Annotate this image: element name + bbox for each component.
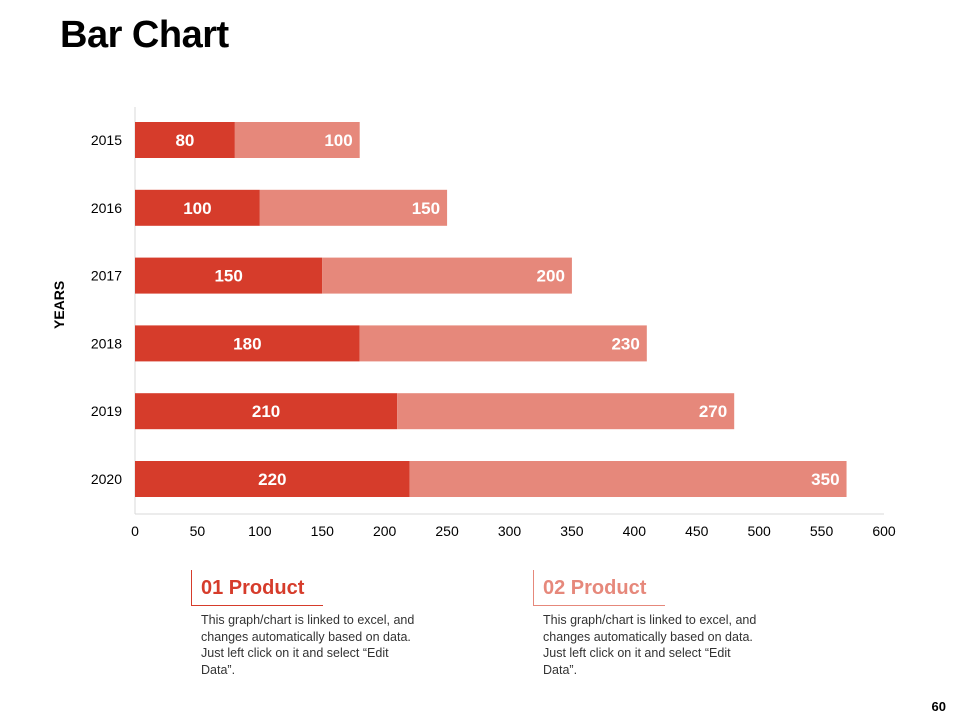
data-label-product-1: 210 <box>252 402 280 421</box>
legend-product-1-heading: 01 Product <box>191 570 431 606</box>
data-label-product-1: 150 <box>214 267 242 286</box>
x-tick-label: 0 <box>131 523 139 539</box>
data-label-product-1: 180 <box>233 334 261 353</box>
x-tick-label: 50 <box>190 523 206 539</box>
y-category-label: 2019 <box>91 403 122 419</box>
data-label-product-1: 80 <box>175 131 194 150</box>
x-tick-label: 150 <box>311 523 335 539</box>
y-category-label: 2020 <box>91 471 122 487</box>
bar-chart: 0 50 100 150 200 250 300 350 400 450 500 550 600 2015… <box>91 107 896 539</box>
x-tick-label: 350 <box>560 523 584 539</box>
page-number: 60 <box>931 699 946 714</box>
x-tick-label: 400 <box>623 523 647 539</box>
y-category-label: 2018 <box>91 335 122 351</box>
bar-product-1 <box>135 122 235 158</box>
data-label-product-1: 100 <box>183 199 211 218</box>
bar-product-1 <box>135 257 323 294</box>
bar-product-2 <box>397 393 735 430</box>
bar-product-1 <box>135 189 260 226</box>
x-tick-label: 250 <box>435 523 459 539</box>
x-tick-label: 450 <box>685 523 709 539</box>
x-tick-label: 100 <box>248 523 272 539</box>
legend-product-2-description: This graph/chart is linked to excel, and… <box>543 613 757 677</box>
x-tick-label: 500 <box>747 523 771 539</box>
data-label-product-1: 220 <box>258 470 286 489</box>
data-label-product-2: 270 <box>699 402 727 421</box>
page-title: Bar Chart <box>60 14 229 56</box>
data-label-product-2: 230 <box>611 334 639 353</box>
legend-product-2-heading: 02 Product <box>533 570 773 606</box>
data-label-product-2: 200 <box>537 267 565 286</box>
bar-product-2 <box>259 189 448 226</box>
legend-product-1-description: This graph/chart is linked to excel, and… <box>201 613 415 677</box>
x-tick-label: 200 <box>373 523 397 539</box>
bar-product-1 <box>135 393 398 430</box>
bar-product-2 <box>409 461 847 497</box>
legend-product-1: 01 Product This graph/chart is linked to… <box>191 570 431 678</box>
data-label-product-2: 150 <box>412 199 440 218</box>
y-axis-title: YEARS <box>51 280 67 329</box>
bar-product-2 <box>322 257 572 294</box>
bar-product-1 <box>135 461 410 497</box>
bar-product-2 <box>359 325 647 362</box>
x-tick-label: 300 <box>498 523 522 539</box>
x-tick-label: 550 <box>810 523 834 539</box>
y-category-label: 2015 <box>91 132 122 148</box>
legend-product-2: 02 Product This graph/chart is linked to… <box>533 570 773 678</box>
bar-product-2 <box>234 122 360 158</box>
data-label-product-2: 100 <box>324 131 352 150</box>
x-tick-label: 600 <box>872 523 896 539</box>
y-category-label: 2016 <box>91 200 122 216</box>
y-category-label: 2017 <box>91 268 122 284</box>
data-label-product-2: 350 <box>811 470 839 489</box>
bar-product-1 <box>135 325 360 362</box>
